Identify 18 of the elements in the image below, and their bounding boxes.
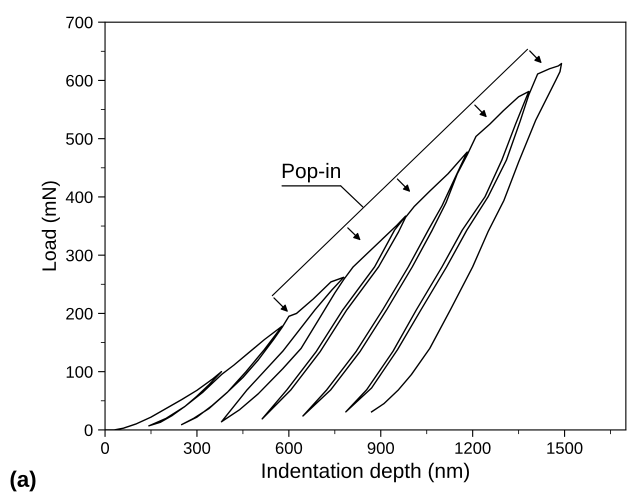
- y-tick-label: 300: [66, 250, 93, 262]
- x-tick-label: 600: [276, 442, 302, 454]
- annotation: Pop-in: [282, 162, 340, 182]
- y-axis-title: Load (mN): [42, 181, 60, 270]
- y-tick-label: 500: [66, 133, 93, 145]
- y-tick-label: 400: [66, 191, 93, 204]
- x-tick-label: 1200: [455, 442, 491, 454]
- y-tick-label: 700: [66, 16, 93, 28]
- y-tick-label: 600: [66, 74, 93, 87]
- x-axis-title: Indentation depth (nm): [262, 462, 469, 482]
- y-tick-label: 200: [66, 308, 93, 320]
- x-tick-label: 900: [368, 442, 394, 454]
- y-tick-label: 100: [66, 366, 93, 378]
- x-tick-label: 300: [184, 442, 210, 454]
- text: (a): [10, 470, 36, 492]
- y-tick-label: 0: [84, 424, 93, 436]
- x-tick-label: 1500: [547, 442, 582, 454]
- x-tick-label: 0: [101, 442, 110, 454]
